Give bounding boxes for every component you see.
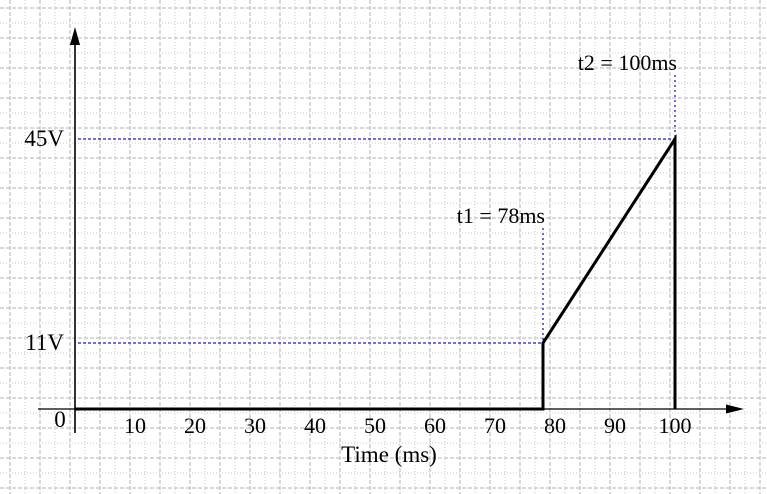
x-axis-arrow-icon: [726, 404, 744, 414]
signal-waveform: [75, 133, 677, 411]
axes: [38, 27, 744, 433]
signal-line: [75, 133, 677, 411]
guide-lines: [78, 75, 676, 344]
y-axis-arrow-icon: [70, 27, 80, 45]
